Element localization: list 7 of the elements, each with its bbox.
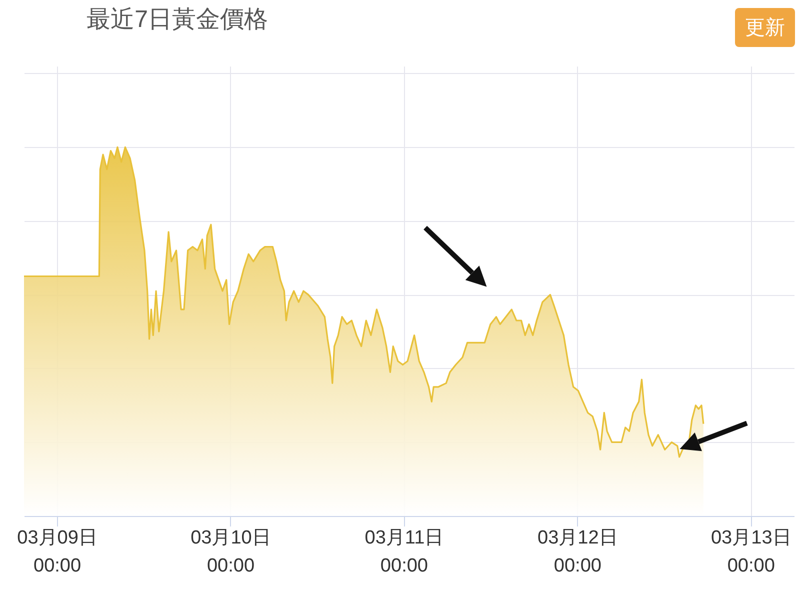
x-tick-label: 03月12日 00:00	[538, 528, 618, 576]
x-tick-label: 03月11日 00:00	[364, 528, 444, 576]
x-tick-label: 03月10日 00:00	[190, 528, 271, 576]
x-tick-label: 03月09日 00:00	[17, 528, 98, 576]
chart-title: 最近7日黃金價格	[86, 6, 268, 33]
update-button: 更新	[735, 8, 795, 47]
x-tick-label: 03月13日 00:00	[710, 528, 792, 576]
